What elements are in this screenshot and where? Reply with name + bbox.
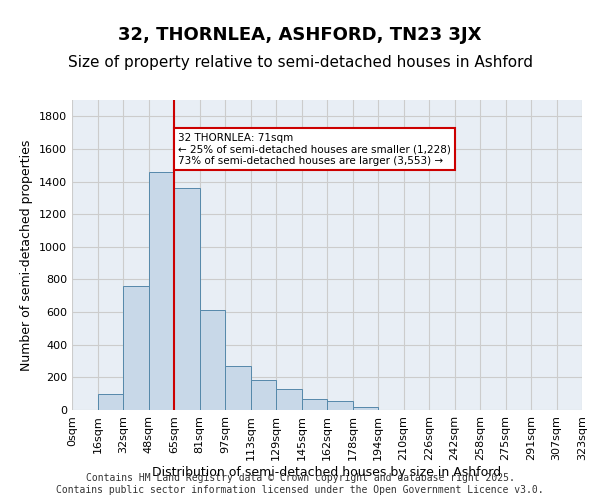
Text: 32 THORNLEA: 71sqm
← 25% of semi-detached houses are smaller (1,228)
73% of semi: 32 THORNLEA: 71sqm ← 25% of semi-detache… — [178, 132, 451, 166]
Bar — [327, 401, 353, 410]
Bar — [302, 400, 327, 410]
Bar — [276, 389, 302, 410]
Y-axis label: Number of semi-detached properties: Number of semi-detached properties — [20, 140, 34, 370]
Bar — [199, 310, 225, 410]
Bar — [149, 172, 174, 410]
X-axis label: Distribution of semi-detached houses by size in Ashford: Distribution of semi-detached houses by … — [152, 466, 502, 478]
Bar — [353, 406, 378, 410]
Bar — [174, 188, 199, 410]
Text: Size of property relative to semi-detached houses in Ashford: Size of property relative to semi-detach… — [67, 55, 533, 70]
Bar — [97, 394, 123, 410]
Text: Contains HM Land Registry data © Crown copyright and database right 2025.
Contai: Contains HM Land Registry data © Crown c… — [56, 474, 544, 495]
Bar — [123, 286, 149, 410]
Text: 32, THORNLEA, ASHFORD, TN23 3JX: 32, THORNLEA, ASHFORD, TN23 3JX — [118, 26, 482, 44]
Bar — [225, 366, 251, 410]
Bar — [251, 380, 276, 410]
